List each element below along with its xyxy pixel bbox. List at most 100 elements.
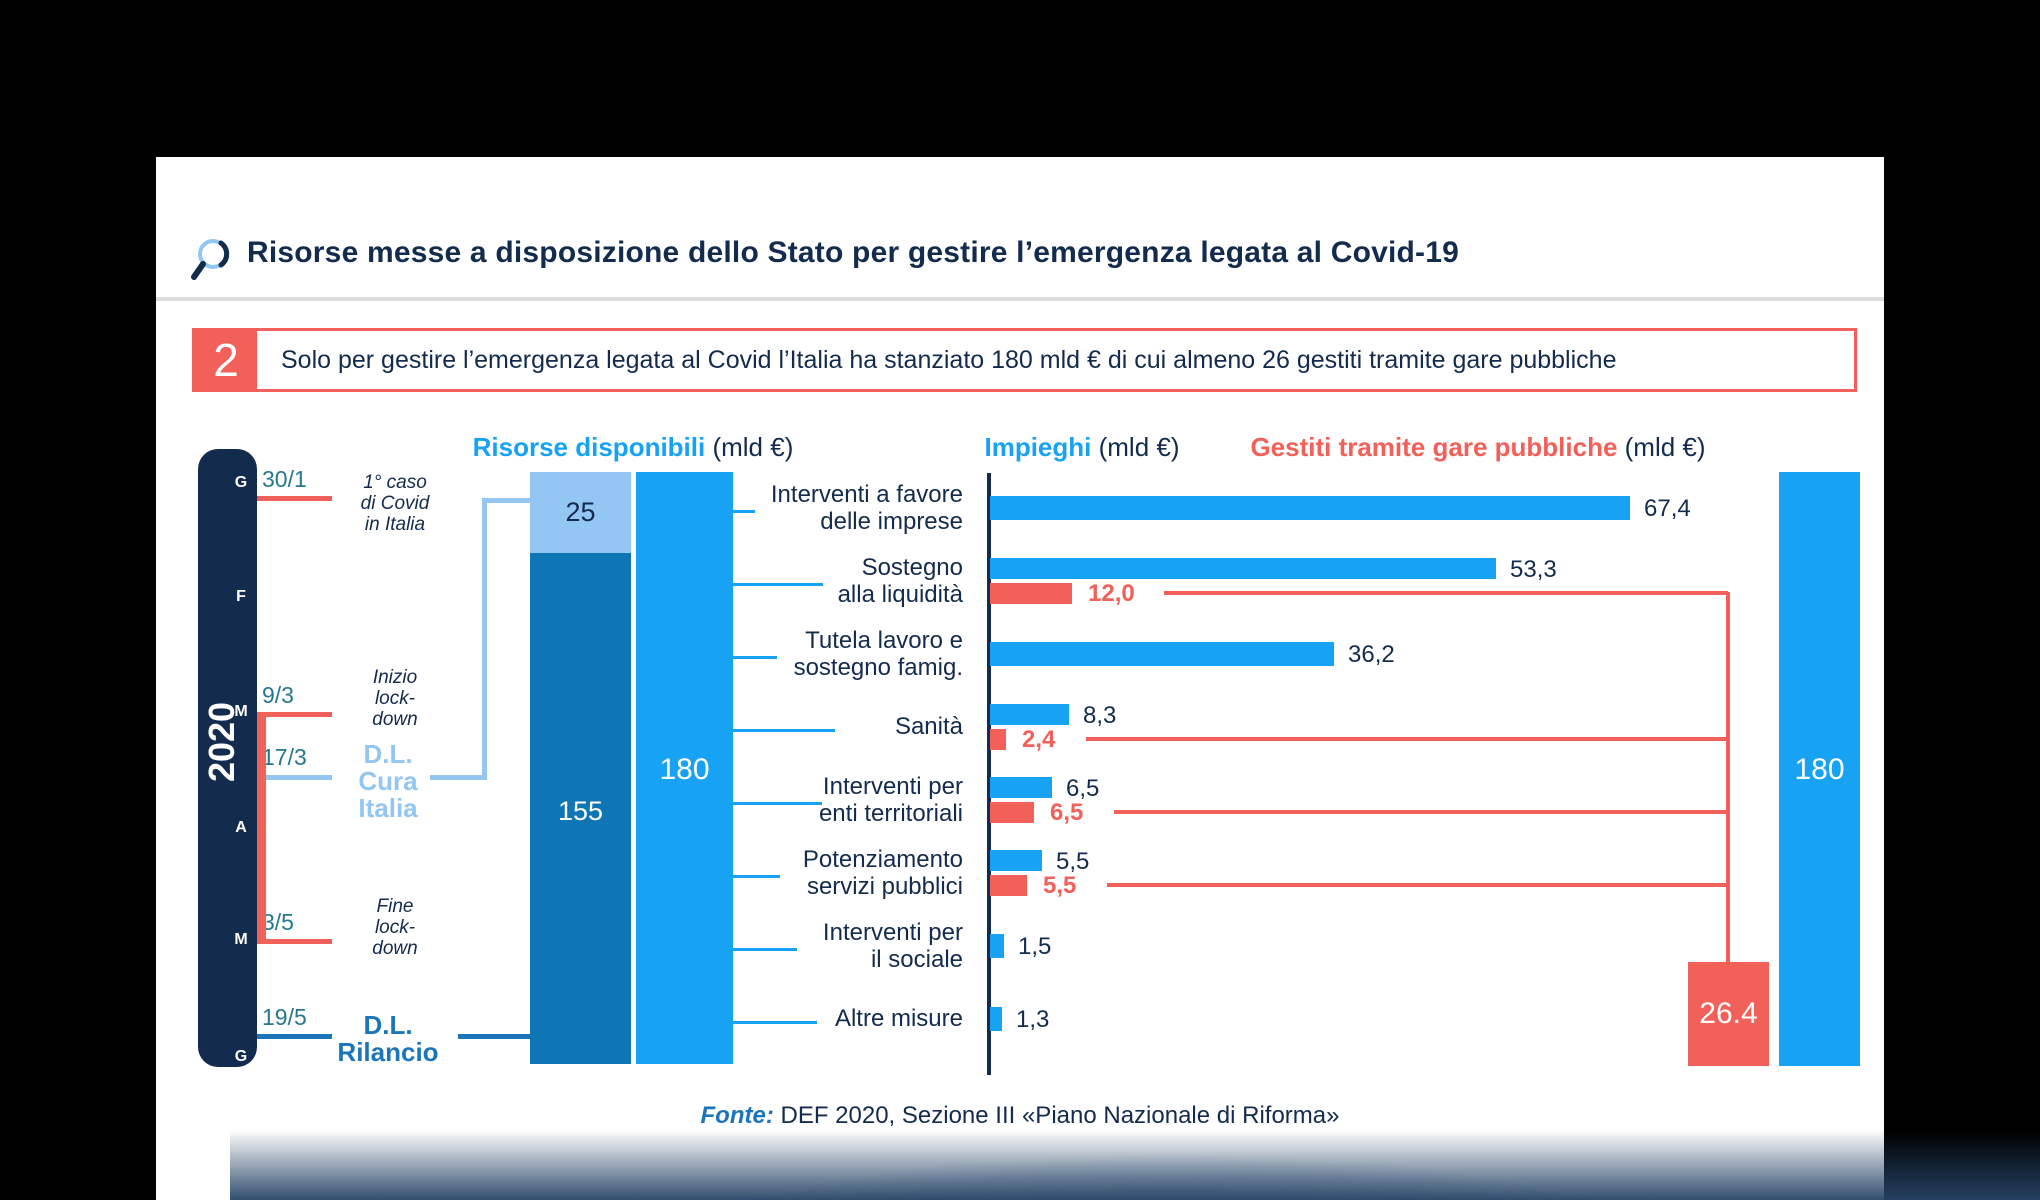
timeline-event-label-line: in Italia xyxy=(364,514,426,535)
impieghi-bar xyxy=(990,777,1052,798)
category-label-line: Interventi per xyxy=(822,773,963,800)
header-impieghi: Impieghi (mld €) xyxy=(932,432,1232,463)
timeline-event-label: 1° caso di Covid in Italia xyxy=(330,472,460,535)
impieghi-axis xyxy=(987,473,991,1075)
page-title: Risorse messe a disposizione dello Stato… xyxy=(247,236,1460,269)
impieghi-value: 6,5 xyxy=(1066,774,1100,802)
category-label: Interventi per il sociale xyxy=(563,919,963,973)
cura-italia-connector-v xyxy=(482,498,487,780)
bar-totale-180-left-value: 180 xyxy=(659,753,710,786)
cura-italia-connector-h1 xyxy=(430,775,487,780)
timeline-event-label-line: down xyxy=(372,938,418,959)
timeline-month-label: M xyxy=(234,931,248,948)
impieghi-value: 36,2 xyxy=(1348,641,1395,668)
timeline-event-label-line: Fine xyxy=(376,896,414,917)
category-label: Sostegno alla liquidità xyxy=(563,554,963,608)
category-label: Altre misure xyxy=(563,1005,963,1032)
magnifier-icon xyxy=(186,232,240,286)
lockdown-bracket xyxy=(257,712,266,943)
impieghi-bar xyxy=(990,496,1630,520)
impieghi-bar xyxy=(990,558,1496,579)
category-label: Interventi per enti territoriali xyxy=(563,773,963,827)
timeline-event-label-line: down xyxy=(372,709,418,730)
label-connector-line xyxy=(733,948,797,951)
key-message-number: 2 xyxy=(195,331,257,389)
impieghi-value: 8,3 xyxy=(1083,701,1117,729)
timeline-month-label: M xyxy=(234,703,248,720)
category-label-line: enti territoriali xyxy=(818,800,963,827)
category-label-line: il sociale xyxy=(870,946,963,973)
impieghi-bar xyxy=(990,704,1069,725)
gare-value: 12,0 xyxy=(1088,580,1135,607)
bar-totale-180-left: 180 xyxy=(636,472,733,1064)
header-risorse-unit: (mld €) xyxy=(705,432,794,462)
label-connector-line xyxy=(733,802,822,805)
timeline-event-date: 30/1 xyxy=(262,466,307,492)
timeline-event-date: 9/3 xyxy=(262,682,294,708)
gare-bar xyxy=(990,583,1072,604)
category-label-line: Interventi per xyxy=(822,919,963,946)
timeline-event-line xyxy=(257,496,332,501)
impieghi-bar xyxy=(990,1007,1002,1031)
label-connector-line xyxy=(733,729,835,732)
timeline-decree-label: D.L. Cura Italia xyxy=(318,741,458,822)
label-connector-line xyxy=(733,1021,817,1024)
header-impieghi-strong: Impieghi xyxy=(984,432,1092,462)
header-gare-strong: Gestiti tramite gare pubbliche xyxy=(1250,432,1618,462)
impieghi-bar xyxy=(990,642,1334,666)
gare-collector-line xyxy=(1726,592,1730,964)
category-label: Tutela lavoro e sostegno famig. xyxy=(563,627,963,681)
category-label-line: Sanità xyxy=(894,713,963,740)
category-label-line: Altre misure xyxy=(834,1005,963,1032)
bar-cura-italia-value: 25 xyxy=(565,497,596,527)
category-label: Potenziamento servizi pubblici xyxy=(563,846,963,900)
timeline-decree-label-line: D.L. xyxy=(363,739,413,769)
timeline-event-line xyxy=(257,712,332,717)
title-divider xyxy=(156,297,1884,301)
timeline-month-label: A xyxy=(235,819,247,836)
impieghi-value: 1,3 xyxy=(1016,1006,1050,1033)
timeline-event-label: Fine lock-down xyxy=(330,896,460,959)
bar-cura-italia-25: 25 xyxy=(530,472,631,553)
timeline-month-label: G xyxy=(234,474,248,491)
bar-rilancio-155: 155 xyxy=(530,553,631,1064)
key-message-box: 2 Solo per gestire l’emergenza legata al… xyxy=(192,328,1857,392)
label-connector-line xyxy=(733,510,755,513)
timeline-event-date: 17/3 xyxy=(262,744,307,770)
label-connector-line xyxy=(733,875,780,878)
bar-totale-180-right: 180 xyxy=(1779,472,1860,1066)
bar-totale-180-right-value: 180 xyxy=(1794,753,1845,786)
gare-connector-line xyxy=(1164,591,1728,595)
gare-bar xyxy=(990,875,1027,896)
bar-rilancio-value: 155 xyxy=(557,795,604,826)
timeline-month-label: F xyxy=(236,588,246,605)
gare-value: 5,5 xyxy=(1043,872,1077,899)
timeline-event-label-line: lock- xyxy=(374,917,416,938)
timeline-event-date: 3/5 xyxy=(262,909,294,935)
gare-value: 6,5 xyxy=(1050,799,1084,826)
timeline-event-line xyxy=(257,939,332,944)
label-connector-line xyxy=(733,656,777,659)
category-label-line: Sostegno xyxy=(861,554,963,581)
timeline-event-label: Inizio lock-down xyxy=(330,667,460,730)
category-label-line: Interventi a favore xyxy=(770,481,963,508)
timeline-bar xyxy=(198,449,257,1067)
impieghi-value: 1,5 xyxy=(1018,933,1052,960)
category-label: Interventi a favore delle imprese xyxy=(563,481,963,535)
category-label: Sanità xyxy=(563,713,963,740)
gare-connector-line xyxy=(1107,883,1728,887)
header-risorse-strong: Risorse disponibili xyxy=(472,432,706,462)
impieghi-value: 5,5 xyxy=(1056,847,1090,875)
label-connector-line xyxy=(733,583,823,586)
timeline-event-label-line: Inizio xyxy=(372,667,418,688)
header-risorse-disponibili: Risorse disponibili (mld €) xyxy=(433,432,833,463)
impieghi-bar xyxy=(990,934,1004,958)
timeline-event-label-line: lock- xyxy=(374,688,416,709)
header-gare-unit: (mld €) xyxy=(1617,432,1706,462)
timeline-event-date: 19/5 xyxy=(262,1004,307,1030)
cura-italia-connector-h2 xyxy=(482,498,530,503)
impieghi-value: 53,3 xyxy=(1510,555,1557,583)
impieghi-value: 67,4 xyxy=(1644,495,1691,522)
category-label-line: Potenziamento xyxy=(802,846,963,873)
